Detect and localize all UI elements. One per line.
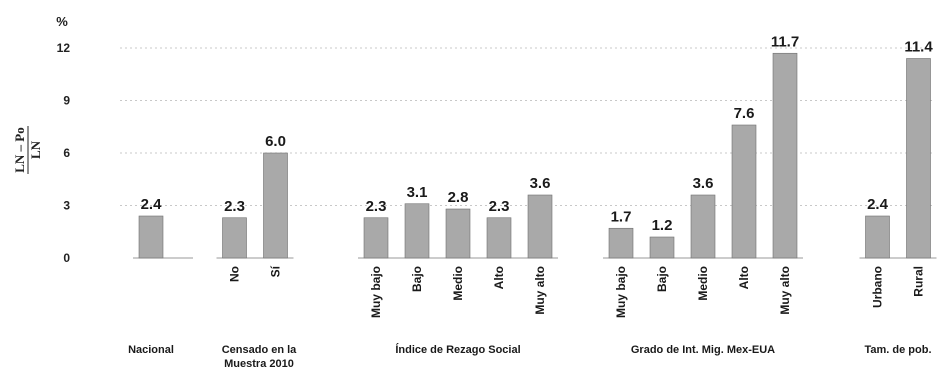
bar-value-label: 1.7 — [611, 208, 632, 225]
group-labels: Nacional Censado en la Muestra 2010 Índice … — [128, 343, 931, 370]
category-label: Bajo — [410, 266, 424, 292]
y-unit-label: % — [56, 14, 68, 29]
category-label: Medio — [696, 266, 710, 301]
group-label: Censado en la Muestra 2010 — [222, 344, 297, 370]
bar-value-label: 2.3 — [224, 198, 245, 215]
group-label: Tam. de pob. — [864, 344, 931, 356]
category-label: No — [228, 266, 242, 282]
category-label: Bajo — [655, 266, 669, 292]
category-label: Urbano — [871, 266, 885, 308]
bar — [445, 208, 471, 259]
value-labels: 2.4 2.3 6.0 2.3 3.1 2.8 2.3 3.6 1.7 1.2 3.6 7.6 11.7… — [141, 33, 934, 234]
y-axis-numerator: LN – Po — [12, 127, 27, 173]
category-label: Medio — [451, 266, 465, 301]
category-label: Muy bajo — [614, 266, 628, 318]
bar-value-label: 2.3 — [366, 198, 387, 215]
bar — [263, 152, 288, 259]
category-label: Muy alto — [778, 266, 792, 315]
category-label: Alto — [737, 266, 751, 289]
group-label: Grado de Int. Mig. Mex-EUA — [631, 344, 775, 356]
y-tick-label: 6 — [63, 146, 70, 160]
bar-value-label: 2.4 — [867, 196, 889, 213]
bar-value-label: 2.4 — [141, 196, 163, 213]
bar — [138, 215, 164, 259]
y-axis-title: LN – Po LN — [12, 126, 43, 174]
bars — [138, 52, 931, 259]
bar — [608, 227, 634, 259]
category-label: Sí — [269, 265, 283, 277]
category-label: Rural — [912, 266, 926, 297]
bar — [527, 194, 553, 259]
category-label: Alto — [492, 266, 506, 289]
bar — [363, 217, 389, 259]
y-tick-label: 9 — [63, 94, 70, 108]
bar-value-label: 3.6 — [530, 175, 551, 192]
y-axis-denominator: LN — [28, 140, 43, 159]
bar — [222, 217, 247, 259]
bar — [690, 194, 716, 259]
group-label: Nacional — [128, 344, 174, 356]
bar — [649, 236, 675, 259]
y-tick-label: 0 — [63, 251, 70, 265]
bar-value-label: 11.7 — [771, 33, 799, 50]
group-label: Índice de Rezago Social — [395, 343, 520, 356]
bar-value-label: 2.3 — [489, 198, 510, 215]
category-labels: No Sí Muy bajo Bajo Medio Alto Muy alto Muy baj… — [228, 265, 926, 318]
bar-value-label: 3.6 — [693, 175, 714, 192]
bar-value-label: 1.2 — [652, 217, 673, 234]
bar — [404, 203, 430, 259]
y-tick-label: 3 — [63, 199, 70, 213]
bar — [731, 124, 757, 259]
bar-value-label: 11.4 — [904, 39, 933, 56]
bar — [486, 217, 512, 259]
bar — [865, 215, 890, 259]
bar-value-label: 2.8 — [448, 189, 469, 206]
y-tick-label: 12 — [57, 41, 71, 55]
bar — [906, 58, 931, 259]
bar-value-label: 6.0 — [265, 133, 286, 150]
category-label: Muy bajo — [369, 266, 383, 318]
y-axis-ticks: 0 3 6 9 12 — [57, 41, 71, 265]
bar-value-label: 3.1 — [407, 184, 428, 201]
category-label: Muy alto — [533, 266, 547, 315]
bar-value-label: 7.6 — [734, 105, 755, 122]
bar — [772, 52, 798, 259]
